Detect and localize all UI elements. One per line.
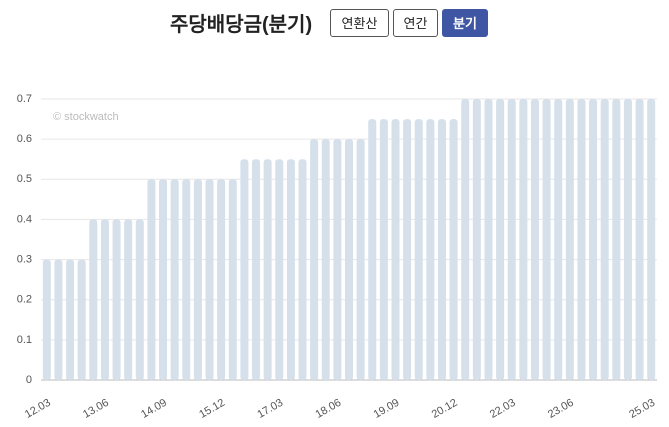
bar: [542, 99, 551, 380]
bar: [565, 99, 574, 380]
bar: [252, 159, 261, 380]
x-tick-label: 22.03: [488, 397, 518, 421]
bar: [89, 219, 98, 380]
bar: [217, 179, 226, 380]
x-tick-label: 12.03: [23, 397, 53, 421]
bar: [461, 99, 470, 380]
bar: [182, 179, 191, 380]
bar: [240, 159, 249, 380]
x-tick-label: 19.09: [372, 397, 402, 421]
bar: [112, 219, 121, 380]
bar: [135, 219, 144, 380]
y-tick-label: 0.2: [17, 294, 32, 306]
bar: [623, 99, 632, 380]
bar: [437, 119, 446, 381]
x-tick-label: 13.06: [81, 397, 111, 421]
x-tick-label: 23.06: [546, 397, 576, 421]
y-tick-label: 0.4: [17, 213, 32, 225]
bar: [345, 139, 353, 380]
bar: [356, 139, 365, 380]
tab-button[interactable]: 연간: [393, 9, 438, 37]
bar: [170, 179, 179, 380]
bar: [472, 99, 481, 380]
bar: [484, 99, 493, 380]
chart-title: 주당배당금(분기): [170, 14, 313, 36]
bar: [77, 259, 86, 380]
bar: [298, 159, 307, 380]
bar: [205, 179, 214, 380]
bar: [193, 179, 202, 380]
bar: [310, 139, 319, 380]
y-tick-label: 0.1: [17, 334, 32, 346]
x-tick-label: 18.06: [313, 397, 343, 421]
bar: [379, 119, 388, 381]
x-tick-label: 15.12: [197, 397, 227, 421]
bar: [449, 119, 458, 381]
bar: [589, 99, 598, 380]
x-tick-label: 17.03: [255, 397, 285, 421]
watermark: © stockwatch: [53, 111, 119, 123]
bar: [507, 99, 516, 380]
y-tick-label: 0.5: [17, 173, 32, 185]
bar: [530, 99, 539, 380]
bar: [100, 219, 109, 380]
bar: [42, 259, 51, 380]
bar: [612, 99, 621, 380]
y-tick-label: 0.7: [17, 93, 32, 105]
bar: [124, 219, 133, 380]
bar: [403, 119, 412, 381]
bar: [159, 179, 168, 380]
bar: [228, 179, 237, 380]
bar: [519, 99, 528, 380]
bar: [554, 99, 563, 380]
bar: [321, 139, 330, 380]
bar: [66, 259, 75, 380]
bar: [275, 159, 284, 380]
y-tick-label: 0.3: [17, 253, 32, 265]
x-tick-label: 25.03: [627, 397, 657, 421]
bar: [263, 159, 272, 380]
bar: [426, 119, 435, 381]
bar: [147, 179, 156, 380]
bar: [635, 99, 644, 380]
tab-button[interactable]: 분기: [442, 9, 488, 37]
bar: [368, 119, 377, 381]
y-tick-label: 0: [26, 374, 32, 386]
tab-button[interactable]: 연환산: [330, 9, 389, 37]
bar: [496, 99, 505, 380]
bar: [414, 119, 423, 381]
bar: [286, 159, 295, 380]
x-tick-label: 20.12: [430, 397, 460, 421]
bar: [54, 259, 63, 380]
bar: [333, 139, 342, 380]
x-tick-label: 14.09: [139, 397, 169, 421]
bar: [577, 99, 586, 380]
bar: [647, 99, 656, 380]
y-tick-label: 0.6: [17, 133, 32, 145]
bar: [391, 119, 400, 381]
bar: [600, 99, 609, 380]
